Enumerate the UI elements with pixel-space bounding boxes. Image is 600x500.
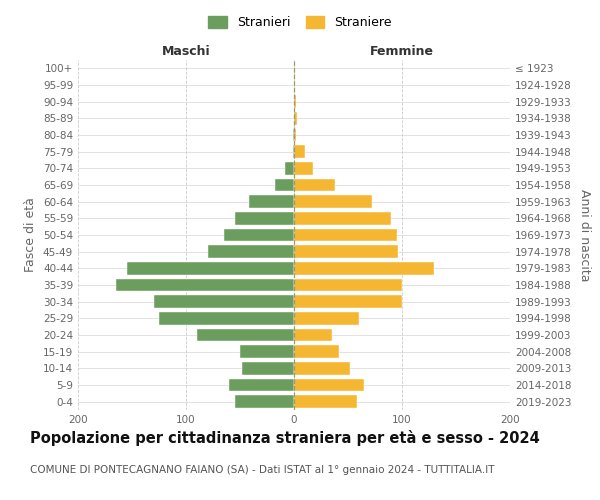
Bar	[197, 329, 294, 341]
Bar	[294, 79, 295, 92]
Bar	[294, 262, 434, 274]
Bar	[116, 279, 294, 291]
Bar	[294, 196, 372, 208]
Bar	[208, 246, 294, 258]
Bar	[294, 346, 340, 358]
Bar	[275, 179, 294, 192]
Bar	[294, 279, 402, 291]
Bar	[293, 146, 294, 158]
Bar	[235, 212, 294, 224]
Bar	[294, 179, 335, 192]
Bar	[294, 362, 350, 374]
Bar	[294, 212, 391, 224]
Bar	[294, 112, 297, 124]
Bar	[294, 146, 305, 158]
Bar	[294, 96, 296, 108]
Bar	[294, 229, 397, 241]
Text: Popolazione per cittadinanza straniera per età e sesso - 2024: Popolazione per cittadinanza straniera p…	[30, 430, 540, 446]
Bar	[248, 196, 294, 208]
Y-axis label: Anni di nascita: Anni di nascita	[578, 188, 591, 281]
Bar	[286, 162, 294, 174]
Bar	[294, 162, 313, 174]
Bar	[294, 246, 398, 258]
Text: COMUNE DI PONTECAGNANO FAIANO (SA) - Dati ISTAT al 1° gennaio 2024 - TUTTITALIA.: COMUNE DI PONTECAGNANO FAIANO (SA) - Dat…	[30, 465, 494, 475]
Bar	[294, 312, 359, 324]
Legend: Stranieri, Straniere: Stranieri, Straniere	[203, 11, 397, 34]
Bar	[294, 62, 295, 74]
Bar	[224, 229, 294, 241]
Bar	[294, 129, 296, 141]
Bar	[235, 396, 294, 408]
Bar	[294, 329, 332, 341]
Text: Maschi: Maschi	[161, 44, 211, 58]
Bar	[294, 296, 402, 308]
Bar	[240, 346, 294, 358]
Bar	[127, 262, 294, 274]
Bar	[159, 312, 294, 324]
Text: Femmine: Femmine	[370, 44, 434, 58]
Bar	[294, 379, 364, 391]
Bar	[154, 296, 294, 308]
Bar	[294, 396, 356, 408]
Bar	[293, 129, 294, 141]
Y-axis label: Fasce di età: Fasce di età	[25, 198, 37, 272]
Bar	[242, 362, 294, 374]
Bar	[229, 379, 294, 391]
